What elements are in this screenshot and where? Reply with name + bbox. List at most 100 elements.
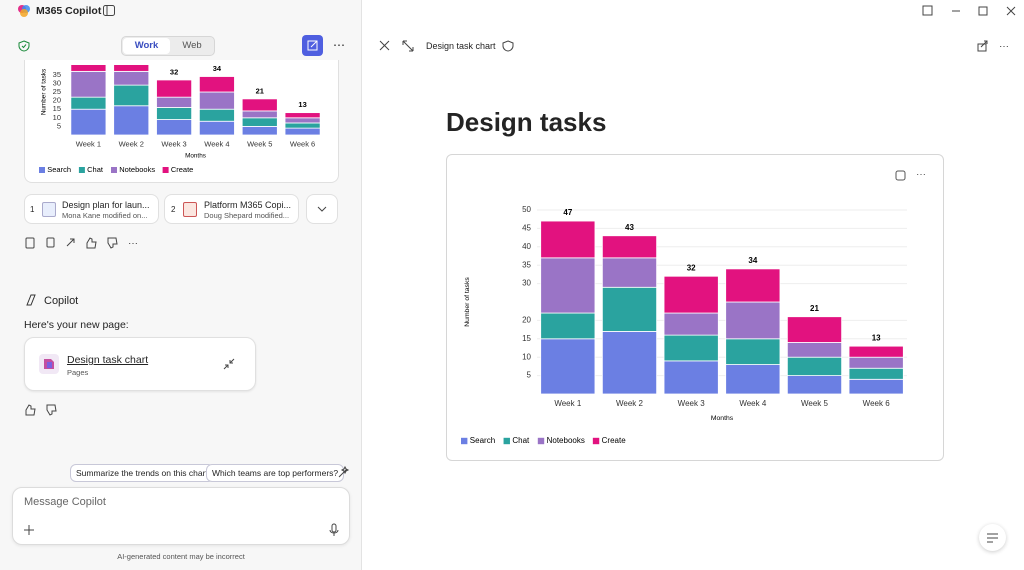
attach-button[interactable]: [23, 524, 35, 536]
bar-segment: [70, 96, 107, 110]
bar-segment: [540, 338, 596, 395]
page-type: Pages: [67, 368, 89, 377]
suggestion-chip[interactable]: Summarize the trends on this chart: [70, 464, 214, 482]
copilot-logo: [26, 294, 36, 306]
file-icon: [183, 202, 197, 217]
y-axis-label: Number of tasks: [41, 69, 48, 115]
y-tick-label: 5: [527, 371, 532, 380]
legend-swatch: [78, 167, 85, 173]
legend-swatch: [592, 437, 600, 445]
bar-segment: [113, 70, 150, 86]
mic-button[interactable]: [329, 523, 339, 537]
x-tick-label: Week 2: [119, 139, 144, 148]
legend-swatch: [537, 437, 545, 445]
y-tick-label: 20: [522, 316, 531, 325]
bar-segment: [725, 301, 781, 340]
prompt-gallery[interactable]: [337, 465, 351, 479]
legend-swatch: [461, 437, 468, 445]
y-tick-label: 20: [53, 96, 61, 105]
y-tick-label: 35: [53, 70, 61, 79]
share-more[interactable]: ⋯: [977, 40, 1017, 52]
bar-segment: [241, 117, 278, 127]
y-tick-label: 10: [53, 113, 61, 122]
bar-segment: [786, 356, 843, 376]
legend-label: Create: [171, 165, 194, 174]
bar-segment: [156, 119, 193, 136]
svg-text:⋯: ⋯: [916, 170, 926, 181]
bar-segment: [284, 117, 321, 124]
total-label: 43: [625, 223, 634, 232]
app-title: M365 Copilot: [36, 5, 102, 17]
feedback-actions[interactable]: [24, 403, 64, 417]
bar-segment: [156, 107, 193, 120]
reference-title: Design plan for laun...: [62, 200, 150, 210]
tab-web[interactable]: Web: [182, 40, 202, 51]
y-tick-label: 5: [57, 121, 61, 130]
x-tick-label: Week 6: [290, 139, 315, 148]
bar-segment: [284, 112, 321, 119]
total-label: 32: [687, 263, 696, 272]
chart: ⋯ 5 10 15 20 30 35 40 45 50 47 Week 1 43 Week 2 32 Wee…: [461, 170, 926, 445]
bar-segment: [70, 65, 107, 72]
bar-segment: [601, 235, 658, 259]
bar-segment: [725, 268, 781, 303]
legend-label: Notebooks: [547, 436, 585, 445]
legend-label: Search: [47, 165, 71, 174]
bar-segment: [198, 120, 235, 136]
legend-label: Search: [470, 436, 495, 445]
total-label: 21: [810, 304, 819, 313]
chart-card: ⋯ 5 10 15 20 30 35 40 45 50 47 Week 1 43 Week 2 32 Wee…: [446, 154, 944, 461]
legend-label: Chat: [512, 436, 530, 445]
bar-segment: [663, 334, 719, 362]
bar-segment: [241, 126, 278, 136]
bar-segment: [786, 316, 843, 343]
bar-segment: [786, 342, 843, 358]
total-label: 13: [298, 100, 306, 109]
bar-segment: [198, 108, 235, 122]
page-toolbar[interactable]: [378, 39, 518, 53]
bar-segment: [848, 356, 904, 369]
tab-work[interactable]: Work: [123, 38, 170, 54]
message-input[interactable]: Message Copilot: [12, 487, 350, 545]
bar-segment: [113, 84, 150, 107]
y-tick-label: 35: [522, 260, 531, 269]
legend-swatch: [39, 167, 45, 173]
y-axis-label: Number of tasks: [464, 277, 471, 327]
y-tick-label: 15: [53, 104, 61, 113]
legend-label: Notebooks: [119, 165, 155, 174]
shield-icon: [18, 40, 30, 52]
page-card[interactable]: Design task chart Pages: [24, 337, 256, 391]
x-axis-label: Months: [711, 415, 734, 422]
sidebar-toggle[interactable]: [103, 5, 115, 16]
more-button[interactable]: ⋯: [333, 38, 345, 52]
suggestion-chip[interactable]: Which teams are top performers?: [206, 464, 345, 482]
reference-card[interactable]: 1 Design plan for laun... Mona Kane modi…: [24, 194, 159, 224]
bar-segment: [70, 70, 107, 98]
bar-segment: [156, 79, 193, 98]
page-title[interactable]: Design task chart: [67, 354, 149, 366]
legend-label: Chat: [87, 165, 104, 174]
disclaimer: AI-generated content may be incorrect: [117, 552, 245, 561]
reference-card[interactable]: 2 Platform M365 Copi... Doug Shepard mod…: [164, 194, 299, 224]
bar-segment: [198, 91, 235, 110]
reference-subtitle: Mona Kane modified on...: [62, 211, 148, 220]
reference-title: Platform M365 Copi...: [204, 200, 292, 210]
app-logo: [18, 5, 30, 17]
bar-segment: [198, 76, 235, 93]
collapse-icon[interactable]: [223, 358, 235, 370]
chart-tools[interactable]: ⋯: [895, 170, 926, 181]
floating-action[interactable]: [979, 524, 1006, 551]
expand-references[interactable]: [306, 194, 338, 224]
bar-segment: [848, 367, 904, 380]
bar-segment: [786, 375, 843, 395]
y-tick-label: 50: [522, 205, 531, 214]
window-controls[interactable]: [922, 5, 1022, 17]
reference-index: 2: [171, 205, 176, 214]
response-actions[interactable]: ⋯: [24, 236, 144, 250]
page-heading: Design tasks: [446, 107, 607, 137]
x-tick-label: Week 5: [801, 399, 829, 408]
x-tick-label: Week 2: [616, 399, 644, 408]
new-chat-button[interactable]: [302, 35, 323, 56]
